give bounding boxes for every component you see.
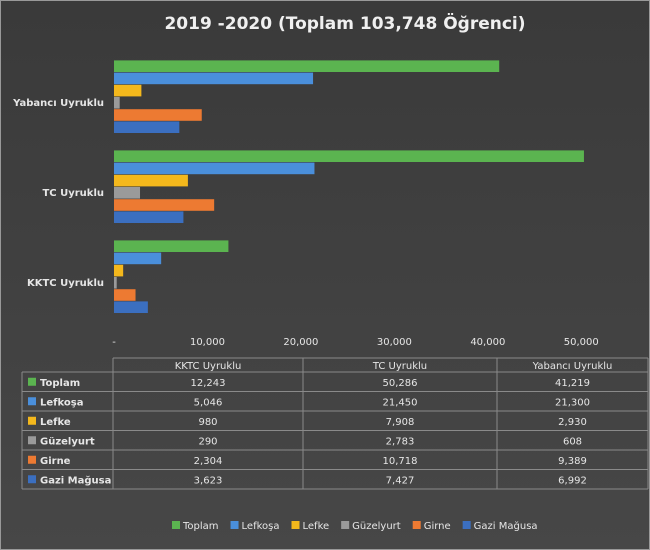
legend-label: Toplam bbox=[182, 521, 219, 532]
bar bbox=[114, 60, 500, 72]
table-cell: 290 bbox=[198, 436, 217, 447]
table-cell: 980 bbox=[198, 417, 217, 428]
bar bbox=[114, 240, 229, 252]
table-row-label: Güzelyurt bbox=[40, 436, 95, 447]
y-tick-label: TC Uyruklu bbox=[42, 188, 104, 199]
legend-label: Lefke bbox=[303, 521, 330, 532]
table-cell: 6,992 bbox=[558, 475, 587, 486]
legend-swatch bbox=[462, 521, 471, 529]
table-cell: 41,219 bbox=[555, 378, 590, 389]
bar bbox=[114, 84, 142, 97]
bar bbox=[114, 289, 136, 301]
legend-label: Güzelyurt bbox=[352, 521, 401, 532]
y-tick-label: Yabancı Uyruklu bbox=[12, 98, 104, 109]
legend-label: Gazi Mağusa bbox=[474, 520, 538, 532]
table-cell: 608 bbox=[563, 436, 582, 447]
y-tick-label: KKTC Uyruklu bbox=[27, 278, 104, 289]
bar bbox=[114, 264, 124, 277]
table-cell: 2,783 bbox=[386, 436, 415, 447]
legend-swatch bbox=[291, 521, 300, 529]
legend-label: Lefkoşa bbox=[242, 521, 280, 532]
table-header: Yabancı Uyruklu bbox=[532, 361, 613, 372]
table-cell: 2,930 bbox=[558, 417, 587, 428]
x-tick-label: 10,000 bbox=[190, 337, 225, 348]
bar bbox=[114, 211, 184, 223]
table-row-label: Toplam bbox=[40, 378, 80, 389]
x-tick-label: 50,000 bbox=[564, 337, 599, 348]
table-row-label: Lefke bbox=[40, 417, 71, 428]
legend-swatch bbox=[28, 475, 36, 484]
bar bbox=[114, 301, 148, 313]
table-row-label: Girne bbox=[40, 456, 71, 467]
legend-swatch bbox=[28, 416, 36, 425]
bar bbox=[114, 150, 584, 162]
legend-swatch bbox=[230, 521, 239, 529]
legend-label: Girne bbox=[424, 521, 451, 532]
table-cell: 50,286 bbox=[383, 378, 418, 389]
legend-swatch bbox=[341, 521, 350, 529]
x-tick-label: 40,000 bbox=[470, 337, 505, 348]
legend-swatch bbox=[412, 521, 421, 529]
x-tick-label: - bbox=[112, 337, 116, 348]
x-tick-label: 30,000 bbox=[377, 337, 412, 348]
table-row-label: Lefkoşa bbox=[40, 397, 83, 408]
table-row-label: Gazi Mağusa bbox=[40, 474, 111, 486]
bar bbox=[114, 121, 180, 133]
bar bbox=[114, 277, 117, 289]
bar bbox=[114, 174, 188, 187]
table-cell: 7,908 bbox=[386, 417, 415, 428]
legend-swatch bbox=[28, 377, 36, 386]
bar bbox=[114, 187, 141, 199]
bar bbox=[114, 199, 215, 211]
table-cell: 2,304 bbox=[194, 456, 223, 467]
legend-swatch bbox=[28, 455, 36, 464]
table-header: KKTC Uyruklu bbox=[175, 361, 242, 372]
bar bbox=[114, 97, 120, 109]
chart-title: 2019 -2020 (Toplam 103,748 Öğrenci) bbox=[164, 12, 525, 34]
table-cell: 9,389 bbox=[558, 456, 587, 467]
legend-swatch bbox=[28, 436, 36, 445]
bar bbox=[114, 109, 202, 121]
table-cell: 21,300 bbox=[555, 397, 590, 408]
bar bbox=[114, 162, 315, 175]
table-header: TC Uyruklu bbox=[372, 361, 427, 372]
x-tick-label: 20,000 bbox=[283, 337, 318, 348]
legend-swatch bbox=[172, 521, 180, 529]
bar bbox=[114, 252, 162, 265]
table-cell: 10,718 bbox=[383, 456, 418, 467]
table-cell: 7,427 bbox=[386, 475, 415, 486]
legend-swatch bbox=[28, 397, 36, 406]
table-cell: 3,623 bbox=[194, 475, 223, 486]
table-cell: 5,046 bbox=[194, 397, 223, 408]
table-cell: 12,243 bbox=[191, 378, 226, 389]
table-cell: 21,450 bbox=[383, 397, 418, 408]
bar bbox=[114, 72, 314, 85]
